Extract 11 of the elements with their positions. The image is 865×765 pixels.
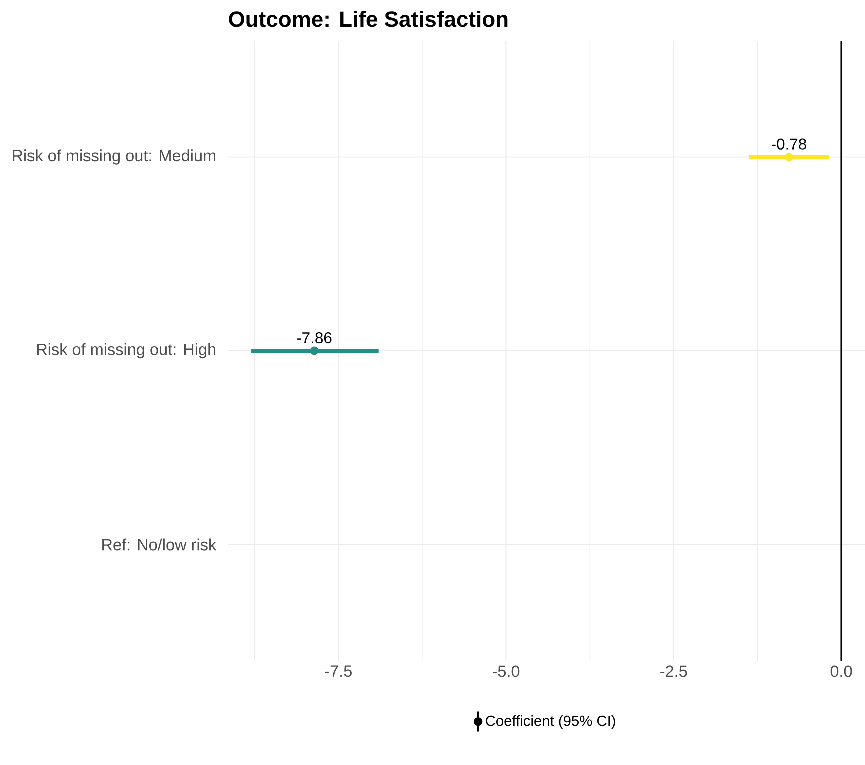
y-tick-label: Risk of missing out: High bbox=[37, 343, 216, 359]
y-tick-label: Ref: No/low risk bbox=[102, 538, 217, 551]
data-label: -0.78 bbox=[772, 138, 806, 150]
data-label: -7.86 bbox=[297, 332, 332, 344]
chart-title: Outcome: Life Satisfaction bbox=[229, 11, 508, 28]
y-tick-label: Risk of missing out: Medium bbox=[13, 150, 216, 165]
x-tick-label: -7.5 bbox=[325, 666, 352, 678]
x-tick-label: 0.0 bbox=[830, 666, 852, 678]
x-tick-label: -2.5 bbox=[660, 666, 688, 678]
text: Coefficient (95% CI) bbox=[486, 715, 616, 730]
x-tick-label: -5.0 bbox=[492, 666, 520, 678]
